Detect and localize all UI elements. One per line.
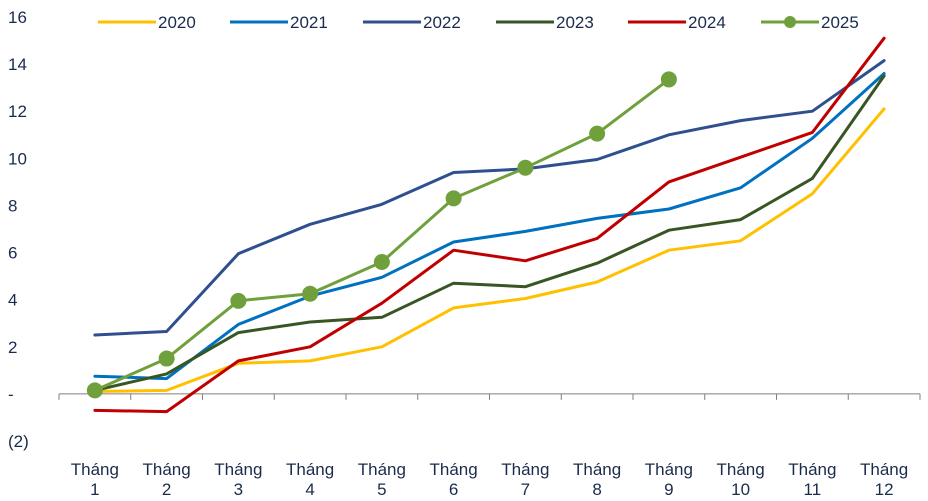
y-tick-label-: - bbox=[8, 385, 14, 404]
y-tick-label-14: 14 bbox=[8, 55, 27, 74]
series-line-2024 bbox=[93, 36, 886, 414]
legend-item-2020: 2020 bbox=[98, 13, 196, 32]
x-tick-label-th-ng-10: Tháng 10 bbox=[717, 460, 765, 499]
x-tick-label-th-ng-7: Tháng 7 bbox=[501, 460, 549, 499]
y-tick-label-2: 2 bbox=[8, 338, 17, 357]
data-point-2025-6 bbox=[445, 190, 462, 207]
series-line-2021 bbox=[93, 72, 886, 381]
legend-item-2025: 2025 bbox=[761, 13, 859, 32]
legend-item-2023: 2023 bbox=[496, 13, 594, 32]
legend-item-2022: 2022 bbox=[363, 13, 461, 32]
series-line-2020 bbox=[93, 107, 886, 393]
legend-item-2024: 2024 bbox=[628, 13, 726, 32]
data-point-2025-4 bbox=[302, 285, 319, 302]
legend: 2020 2021 2022 2023 2024 2025 bbox=[98, 13, 859, 32]
series-line-2022 bbox=[93, 59, 886, 337]
data-point-2025-5 bbox=[373, 253, 390, 270]
series-2021 bbox=[93, 72, 886, 381]
y-tick-label-2: (2) bbox=[8, 432, 29, 451]
series-line-2023 bbox=[93, 74, 886, 392]
x-tick-label-th-ng-5: Tháng 5 bbox=[358, 460, 406, 499]
series-2025 bbox=[86, 71, 677, 399]
x-axis: Tháng 1 Tháng 2 Tháng 3 Tháng 4 Tháng 5 Tháng 6 Thán… bbox=[58, 393, 921, 499]
x-tick-label-th-ng-8: Tháng 8 bbox=[573, 460, 621, 499]
legend-label-2024: 2024 bbox=[688, 13, 726, 32]
legend-label-2021: 2021 bbox=[290, 13, 328, 32]
y-tick-label-16: 16 bbox=[8, 8, 27, 27]
x-tick-label-th-ng-12: Tháng 12 bbox=[860, 460, 908, 499]
data-point-2025-8 bbox=[589, 125, 606, 142]
x-tick-label-th-ng-4: Tháng 4 bbox=[286, 460, 334, 499]
legend-label-2025: 2025 bbox=[821, 13, 859, 32]
data-point-2025-9 bbox=[660, 71, 677, 88]
legend-marker-2025 bbox=[784, 16, 796, 28]
legend-label-2020: 2020 bbox=[158, 13, 196, 32]
series-2024 bbox=[93, 36, 886, 414]
series-2022 bbox=[93, 59, 886, 337]
y-tick-label-10: 10 bbox=[8, 149, 27, 168]
x-tick-label-th-ng-3: Tháng 3 bbox=[214, 460, 262, 499]
y-axis: (2) - 2 4 6 8 10 12 14 16 bbox=[8, 8, 29, 451]
data-point-2025-2 bbox=[158, 350, 175, 367]
y-tick-label-4: 4 bbox=[8, 291, 17, 310]
legend-label-2023: 2023 bbox=[556, 13, 594, 32]
y-tick-label-8: 8 bbox=[8, 196, 17, 215]
series-layer bbox=[86, 36, 886, 414]
data-point-2025-3 bbox=[230, 292, 247, 309]
data-point-2025-7 bbox=[517, 159, 534, 176]
x-tick-label-th-ng-9: Tháng 9 bbox=[645, 460, 693, 499]
series-line-2025 bbox=[93, 77, 671, 392]
x-tick-label-th-ng-11: Tháng 11 bbox=[788, 460, 836, 499]
series-2023 bbox=[93, 74, 886, 392]
x-tick-label-th-ng-6: Tháng 6 bbox=[430, 460, 478, 499]
y-tick-label-12: 12 bbox=[8, 102, 27, 121]
y-tick-label-6: 6 bbox=[8, 244, 17, 263]
x-tick-label-th-ng-2: Tháng 2 bbox=[143, 460, 191, 499]
data-point-2025-1 bbox=[86, 382, 103, 399]
legend-item-2021: 2021 bbox=[230, 13, 328, 32]
series-2020 bbox=[93, 107, 886, 393]
legend-label-2022: 2022 bbox=[423, 13, 461, 32]
x-tick-label-th-ng-1: Tháng 1 bbox=[71, 460, 119, 499]
